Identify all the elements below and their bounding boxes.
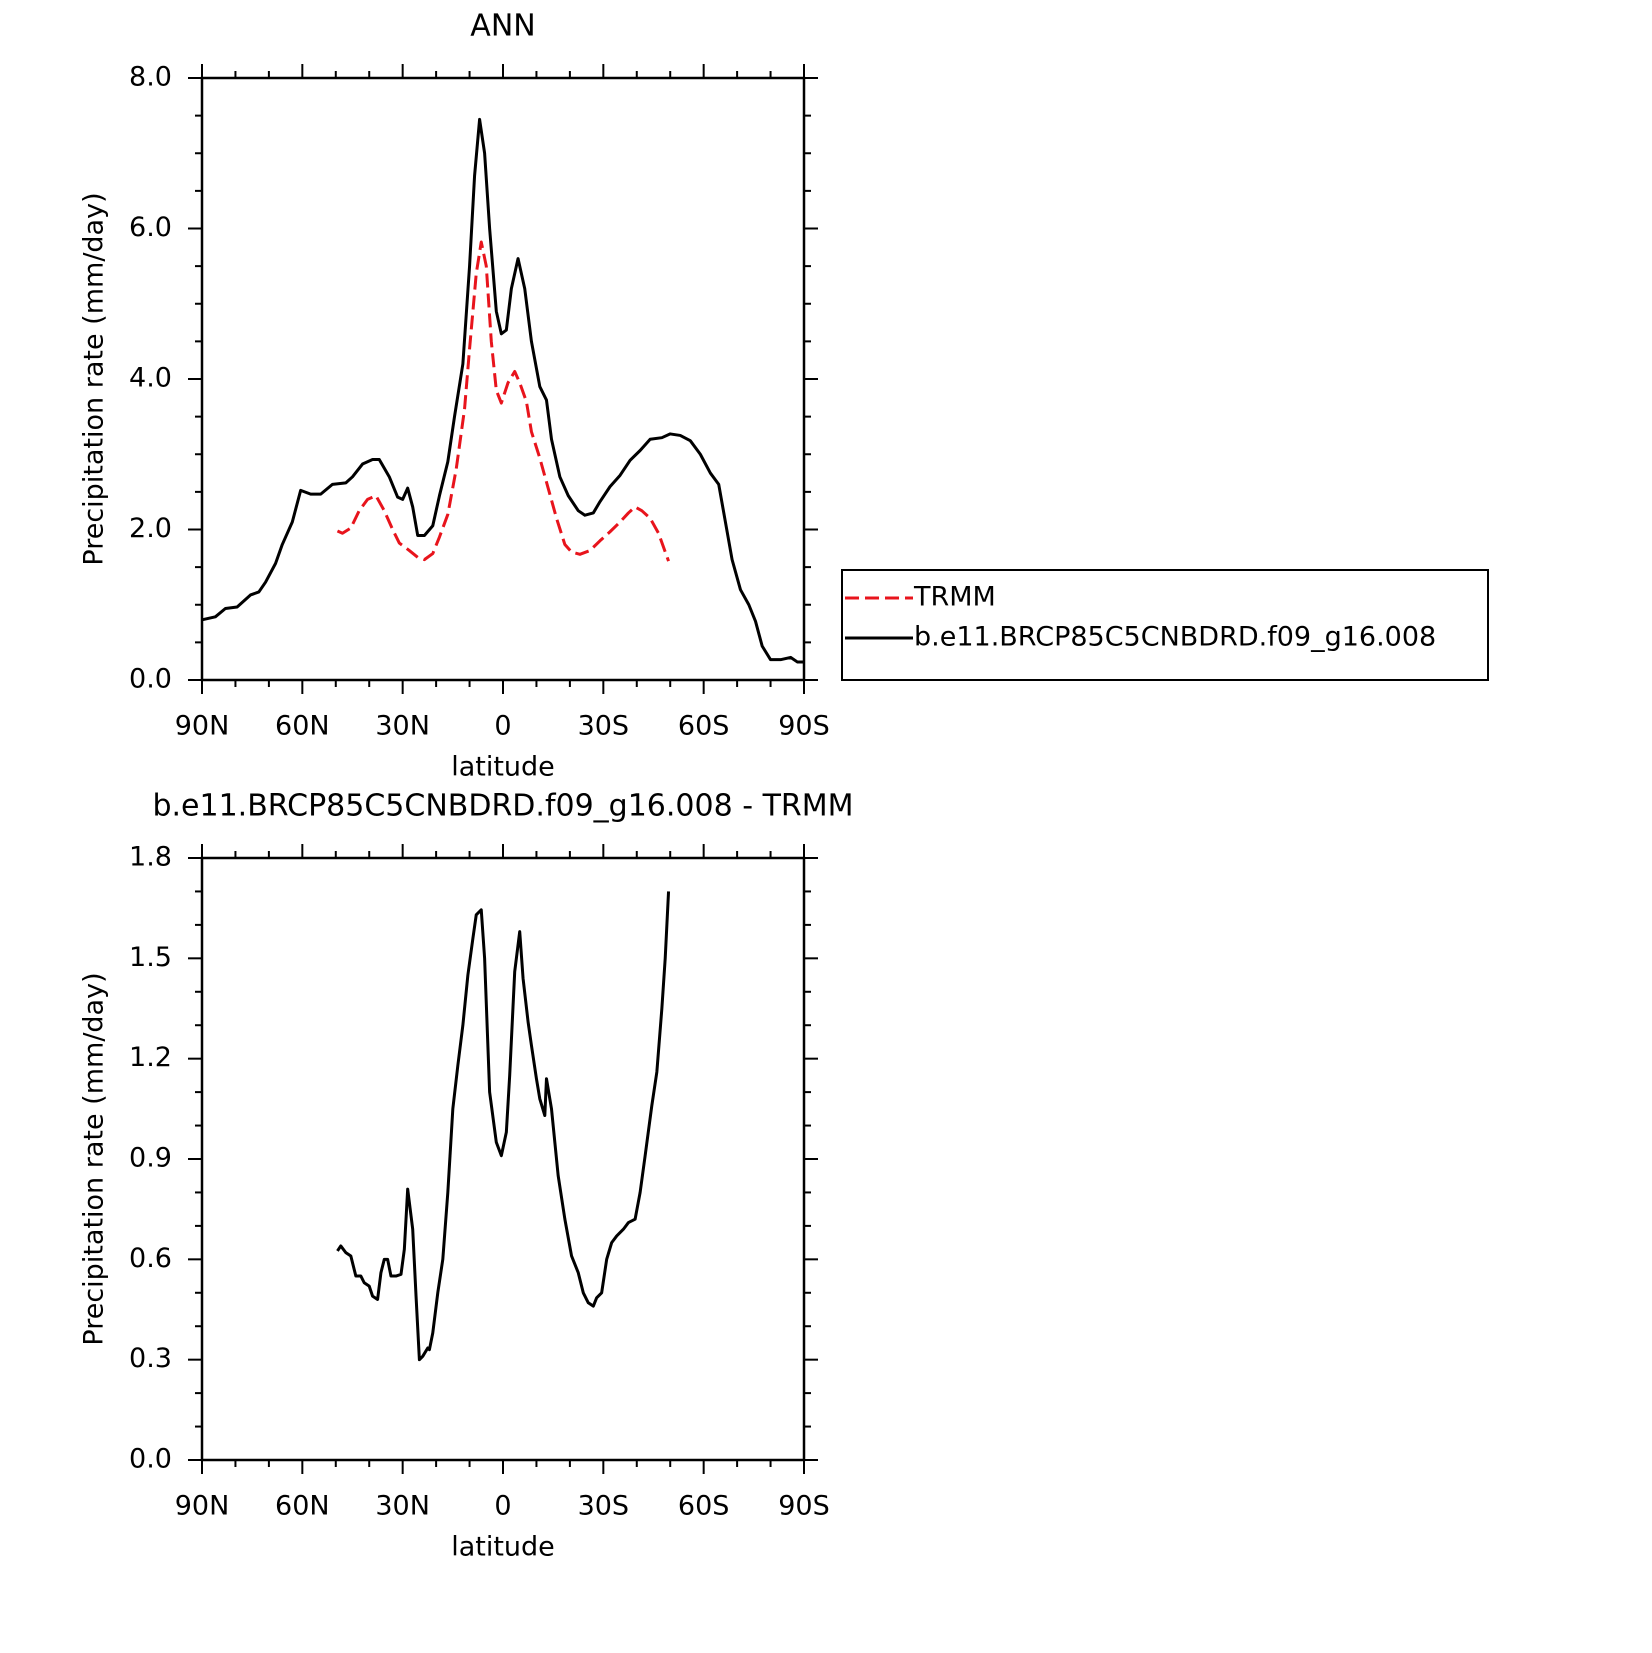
y-tick-label: 0.0 — [129, 664, 172, 695]
x-tick-label: 90S — [778, 1491, 830, 1522]
x-tick-label: 0 — [494, 711, 511, 742]
x-tick-label: 60N — [275, 711, 330, 742]
y-tick-label: 1.8 — [129, 842, 172, 873]
y-tick-label: 0.6 — [129, 1243, 172, 1274]
x-axis-label: latitude — [451, 752, 555, 783]
legend-label: b.e11.BRCP85C5CNBDRD.f09_g16.008 — [914, 622, 1436, 653]
y-tick-label: 2.0 — [129, 513, 172, 544]
x-axis-label: latitude — [451, 1532, 555, 1563]
plot-frame — [200, 856, 806, 1462]
y-tick-label: 0.0 — [129, 1444, 172, 1475]
x-tick-label: 90N — [175, 1491, 230, 1522]
data-line — [336, 891, 671, 1362]
legend-label: TRMM — [913, 582, 996, 613]
y-tick-label: 6.0 — [129, 212, 172, 243]
plot-frame — [200, 76, 806, 682]
x-tick-label: 30S — [578, 711, 630, 742]
x-tick-label: 0 — [494, 1491, 511, 1522]
y-tick-label: 8.0 — [129, 62, 172, 93]
x-tick-label: 60N — [275, 1491, 330, 1522]
legend-box — [841, 569, 1489, 681]
x-tick-label: 30N — [375, 711, 430, 742]
x-tick-label: 30S — [578, 1491, 630, 1522]
chart-title: ANN — [470, 9, 535, 44]
y-tick-label: 1.5 — [129, 942, 172, 973]
x-tick-label: 60S — [678, 711, 730, 742]
data-line — [201, 117, 804, 664]
data-line — [336, 240, 670, 562]
y-tick-label: 0.3 — [129, 1343, 172, 1374]
y-tick-label: 1.2 — [129, 1042, 172, 1073]
chart-title: b.e11.BRCP85C5CNBDRD.f09_g16.008 - TRMM — [152, 789, 853, 824]
x-tick-label: 30N — [375, 1491, 430, 1522]
y-tick-label: 4.0 — [129, 363, 172, 394]
x-tick-label: 90S — [778, 711, 830, 742]
y-tick-label: 0.9 — [129, 1143, 172, 1174]
y-axis-label: Precipitation rate (mm/day) — [79, 972, 110, 1345]
y-axis-label: Precipitation rate (mm/day) — [79, 192, 110, 565]
x-tick-label: 60S — [678, 1491, 730, 1522]
x-tick-label: 90N — [175, 711, 230, 742]
